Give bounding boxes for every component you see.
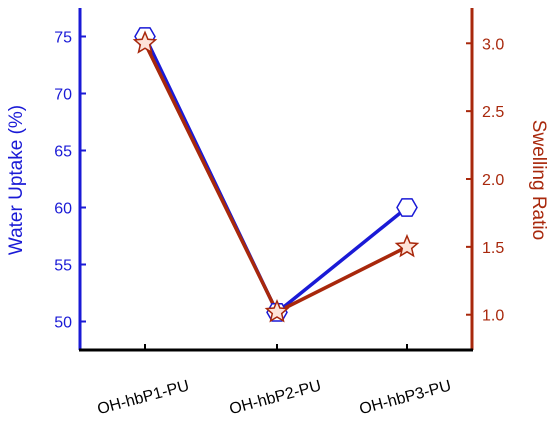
y-tick-label: 65 <box>54 144 72 161</box>
y2-tick-label: 2.5 <box>482 104 504 121</box>
x-tick-label: OH-hbP3-PU <box>358 377 453 418</box>
hexagon-marker <box>396 198 418 217</box>
y2-tick-label: 2.0 <box>482 172 504 189</box>
y2-axis-label: Swelling Ratio <box>528 120 549 240</box>
x-tick-label: OH-hbP1-PU <box>96 377 191 418</box>
y-tick-label: 70 <box>54 87 72 104</box>
series-line <box>143 35 409 316</box>
y-axis-label: Water Uptake (%) <box>6 105 27 255</box>
y2-tick-label: 1.0 <box>482 308 504 325</box>
y-tick-label: 50 <box>54 315 72 332</box>
y-tick-label: 75 <box>54 30 72 47</box>
x-tick-label: OH-hbP2-PU <box>228 377 323 418</box>
y-tick-label: 60 <box>54 201 72 218</box>
star-marker <box>394 233 420 258</box>
y2-tick-label: 1.5 <box>482 240 504 257</box>
star-marker <box>132 30 158 54</box>
y2-tick-label: 3.0 <box>482 36 504 53</box>
series-line <box>143 42 408 315</box>
star-marker <box>264 299 290 323</box>
y-tick-label: 55 <box>54 258 72 275</box>
